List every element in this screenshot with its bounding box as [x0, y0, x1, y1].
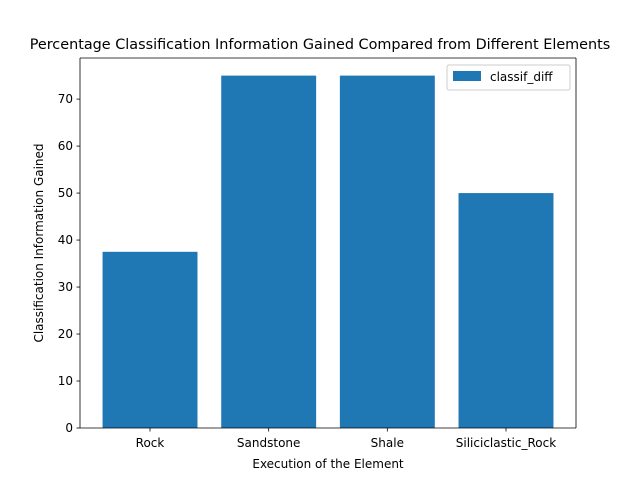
x-axis-ticks: Rock Sandstone Shale Siliciclastic_Rock: [136, 428, 556, 450]
y-tick-label: 30: [58, 280, 73, 294]
legend-swatch: [453, 71, 481, 81]
bar-rock: [102, 251, 198, 428]
legend-label: classif_diff: [490, 70, 553, 84]
chart-title: Percentage Classification Information Ga…: [30, 37, 611, 53]
bar-shale: [339, 75, 435, 429]
axes-spines: [79, 57, 577, 429]
y-tick-label: 50: [58, 186, 73, 200]
x-tick-label: Siliciclastic_Rock: [456, 436, 556, 450]
legend: classif_diff: [446, 64, 571, 91]
x-tick-label: Rock: [136, 436, 165, 450]
y-tick-label: 70: [58, 92, 73, 106]
y-tick-label: 60: [58, 139, 73, 153]
x-tick-label: Sandstone: [237, 436, 300, 450]
y-axis-label: Classification Information Gained: [32, 143, 46, 342]
bar-siliciclastic-rock: [458, 193, 554, 428]
y-axis-ticks: 0 10 20 30 40 50 60 70: [58, 92, 80, 435]
x-axis-label: Execution of the Element: [252, 457, 404, 471]
y-tick-label: 40: [58, 233, 73, 247]
bars-layer: [102, 75, 554, 429]
x-tick-label: Shale: [371, 436, 404, 450]
y-tick-label: 10: [58, 374, 73, 388]
y-tick-label: 0: [65, 421, 73, 435]
y-tick-label: 20: [58, 327, 73, 341]
bar-sandstone: [221, 75, 317, 429]
